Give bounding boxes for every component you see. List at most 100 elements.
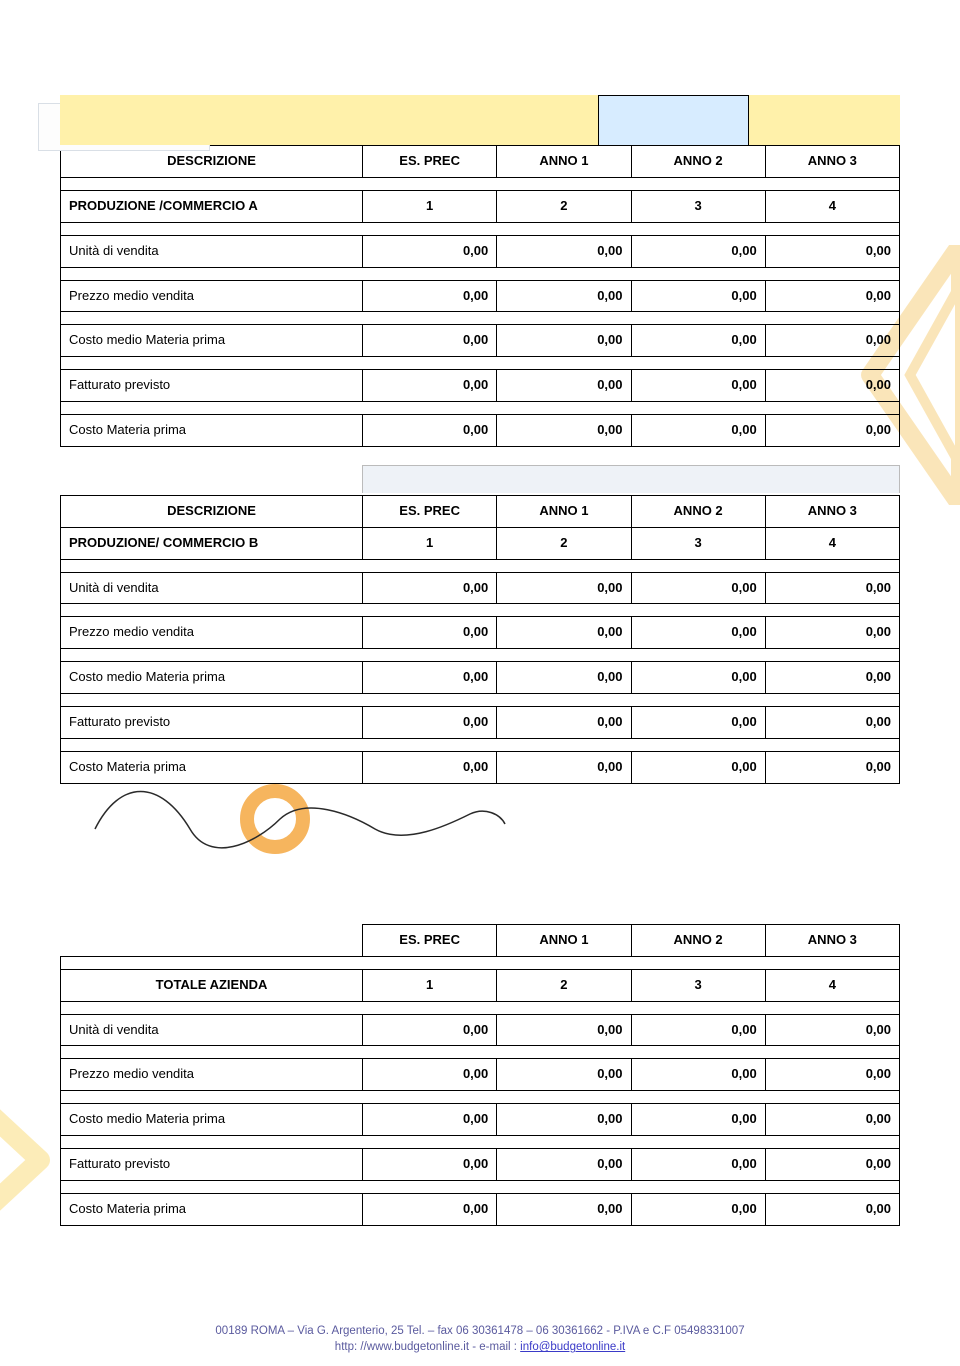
cell: 0,00 — [631, 1193, 765, 1225]
section-val: 3 — [631, 190, 765, 222]
top-banner — [60, 95, 900, 145]
section-val: 3 — [631, 527, 765, 559]
cell: 0,00 — [765, 1104, 899, 1136]
cell: 0,00 — [497, 415, 631, 447]
col-es-prec: ES. PREC — [363, 924, 497, 956]
table-header-row: ES. PREC ANNO 1 ANNO 2 ANNO 3 — [61, 924, 900, 956]
cell: 0,00 — [765, 415, 899, 447]
cell: 0,00 — [765, 1149, 899, 1181]
col-anno-1: ANNO 1 — [497, 146, 631, 178]
table-header-row: DESCRIZIONE ES. PREC ANNO 1 ANNO 2 ANNO … — [61, 495, 900, 527]
section-row: PRODUZIONE/ COMMERCIO B 1 2 3 4 — [61, 527, 900, 559]
row-label: Costo medio Materia prima — [61, 662, 363, 694]
cell: 0,00 — [765, 617, 899, 649]
footer-email-link[interactable]: info@budgetonline.it — [520, 1341, 625, 1353]
table-b-tint-header — [362, 465, 900, 493]
cell: 0,00 — [363, 617, 497, 649]
table-produzione-b: DESCRIZIONE ES. PREC ANNO 1 ANNO 2 ANNO … — [60, 495, 900, 784]
col-anno-2: ANNO 2 — [631, 146, 765, 178]
cell: 0,00 — [497, 280, 631, 312]
cell: 0,00 — [765, 1059, 899, 1091]
decor-wave — [90, 774, 510, 864]
cell: 0,00 — [631, 325, 765, 357]
cell: 0,00 — [363, 370, 497, 402]
table-row: Costo medio Materia prima 0,00 0,00 0,00… — [61, 662, 900, 694]
cell: 0,00 — [497, 1193, 631, 1225]
cell: 0,00 — [497, 707, 631, 739]
section-val: 4 — [765, 969, 899, 1001]
col-anno-3: ANNO 3 — [765, 924, 899, 956]
section-val: 3 — [631, 969, 765, 1001]
table-row: Costo Materia prima 0,00 0,00 0,00 0,00 — [61, 415, 900, 447]
cell: 0,00 — [631, 707, 765, 739]
cell: 0,00 — [765, 280, 899, 312]
table-row: Prezzo medio vendita 0,00 0,00 0,00 0,00 — [61, 1059, 900, 1091]
page-footer: 00189 ROMA – Via G. Argenterio, 25 Tel. … — [0, 1323, 960, 1356]
cell: 0,00 — [497, 235, 631, 267]
cell: 0,00 — [363, 707, 497, 739]
cell: 0,00 — [363, 1149, 497, 1181]
cell: 0,00 — [631, 1149, 765, 1181]
table-row: Prezzo medio vendita 0,00 0,00 0,00 0,00 — [61, 617, 900, 649]
row-label: Costo Materia prima — [61, 1193, 363, 1225]
footer-line-1: 00189 ROMA – Via G. Argenterio, 25 Tel. … — [215, 1325, 744, 1337]
col-descrizione: DESCRIZIONE — [61, 495, 363, 527]
cell: 0,00 — [631, 1014, 765, 1046]
section-val: 4 — [765, 190, 899, 222]
cell: 0,00 — [765, 707, 899, 739]
banner-yellow-right — [749, 95, 900, 145]
row-label: Unità di vendita — [61, 1014, 363, 1046]
cell: 0,00 — [363, 572, 497, 604]
section-val: 1 — [363, 190, 497, 222]
row-label: Fatturato previsto — [61, 707, 363, 739]
col-anno-2: ANNO 2 — [631, 924, 765, 956]
cell: 0,00 — [765, 1193, 899, 1225]
footer-line-2a: http: //www.budgetonline.it - e-mail : — [335, 1341, 520, 1353]
cell: 0,00 — [765, 370, 899, 402]
table-row: Fatturato previsto 0,00 0,00 0,00 0,00 — [61, 1149, 900, 1181]
col-anno-2: ANNO 2 — [631, 495, 765, 527]
cell: 0,00 — [631, 572, 765, 604]
cell: 0,00 — [631, 235, 765, 267]
cell: 0,00 — [497, 1059, 631, 1091]
table-row: Costo medio Materia prima 0,00 0,00 0,00… — [61, 1104, 900, 1136]
section-row: PRODUZIONE /COMMERCIO A 1 2 3 4 — [61, 190, 900, 222]
section-val: 2 — [497, 969, 631, 1001]
cell: 0,00 — [363, 662, 497, 694]
cell: 0,00 — [363, 1193, 497, 1225]
cell: 0,00 — [497, 1149, 631, 1181]
cell: 0,00 — [497, 617, 631, 649]
section-val: 1 — [363, 527, 497, 559]
section-label: PRODUZIONE /COMMERCIO A — [61, 190, 363, 222]
cell: 0,00 — [631, 1104, 765, 1136]
cell: 0,00 — [363, 1014, 497, 1046]
cell: 0,00 — [497, 1014, 631, 1046]
table-row: Fatturato previsto 0,00 0,00 0,00 0,00 — [61, 707, 900, 739]
table-row: Costo Materia prima 0,00 0,00 0,00 0,00 — [61, 1193, 900, 1225]
cell: 0,00 — [765, 235, 899, 267]
cell: 0,00 — [631, 1059, 765, 1091]
table-row: Unità di vendita 0,00 0,00 0,00 0,00 — [61, 235, 900, 267]
cell: 0,00 — [631, 280, 765, 312]
banner-blue-cell — [598, 95, 749, 145]
section-val: 2 — [497, 527, 631, 559]
section-val: 1 — [363, 969, 497, 1001]
table-totale-azienda: ES. PREC ANNO 1 ANNO 2 ANNO 3 TOTALE AZI… — [60, 924, 900, 1226]
row-label: Unità di vendita — [61, 572, 363, 604]
cell: 0,00 — [363, 1059, 497, 1091]
cell: 0,00 — [497, 572, 631, 604]
table-row: Unità di vendita 0,00 0,00 0,00 0,00 — [61, 572, 900, 604]
row-label: Costo Materia prima — [61, 415, 363, 447]
section-label: PRODUZIONE/ COMMERCIO B — [61, 527, 363, 559]
row-label: Fatturato previsto — [61, 370, 363, 402]
row-label: Prezzo medio vendita — [61, 280, 363, 312]
cell: 0,00 — [631, 415, 765, 447]
cell: 0,00 — [631, 370, 765, 402]
table-row: Prezzo medio vendita 0,00 0,00 0,00 0,00 — [61, 280, 900, 312]
decor-wave-holder — [60, 774, 900, 884]
cell: 0,00 — [765, 1014, 899, 1046]
col-anno-1: ANNO 1 — [497, 495, 631, 527]
table-b-wrap: DESCRIZIONE ES. PREC ANNO 1 ANNO 2 ANNO … — [60, 495, 900, 784]
cell: 0,00 — [497, 662, 631, 694]
row-label: Costo medio Materia prima — [61, 1104, 363, 1136]
